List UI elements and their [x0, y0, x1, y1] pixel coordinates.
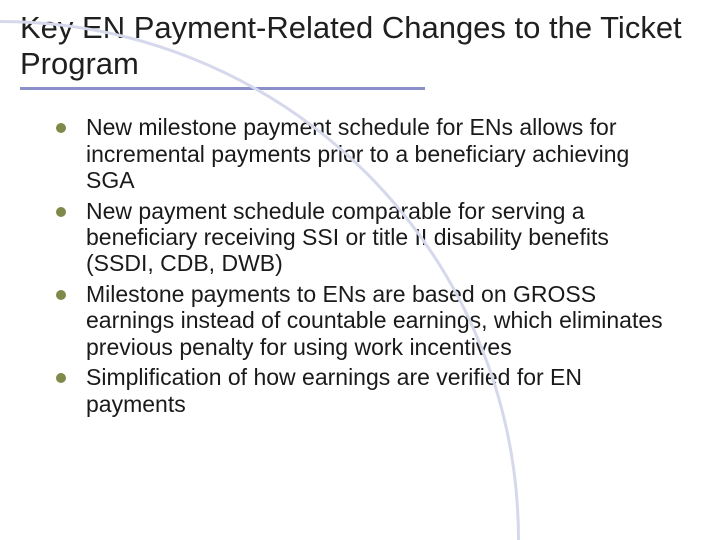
slide-title: Key EN Payment-Related Changes to the Ti…	[20, 10, 700, 81]
list-item: Simplification of how earnings are verif…	[56, 364, 680, 417]
slide: Key EN Payment-Related Changes to the Ti…	[0, 0, 720, 540]
list-item: New payment schedule comparable for serv…	[56, 198, 680, 277]
content-area: New milestone payment schedule for ENs a…	[0, 90, 720, 417]
title-block: Key EN Payment-Related Changes to the Ti…	[0, 0, 720, 90]
list-item: New milestone payment schedule for ENs a…	[56, 114, 680, 193]
list-item: Milestone payments to ENs are based on G…	[56, 281, 680, 360]
bullet-list: New milestone payment schedule for ENs a…	[56, 114, 680, 417]
